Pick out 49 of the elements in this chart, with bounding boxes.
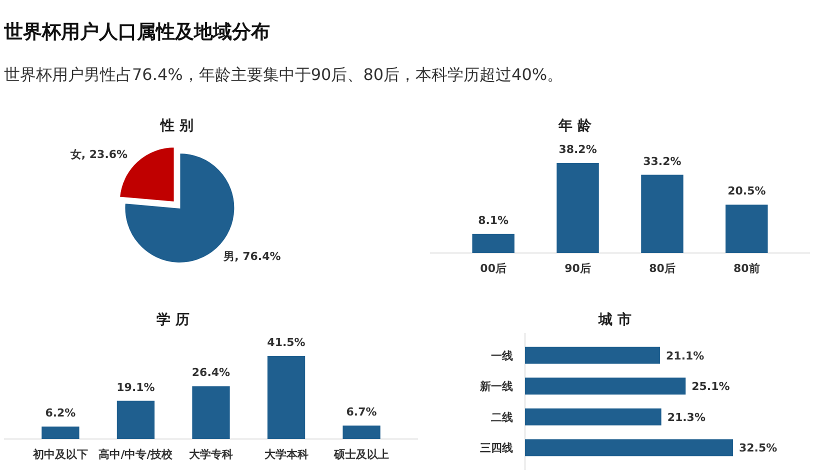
chart-title: 年 龄 [558,118,592,134]
x-tick-label: 00后 [480,262,506,275]
text: 世界杯用户男性占76.4%，年龄主要集中于90后、80后，本科学历超过40%。 [4,65,564,84]
data-label: 8.1% [478,214,509,227]
text: 世界杯用户人口属性及地域分布 [3,21,270,43]
x-tick-label: 大学本科 [264,448,308,461]
data-label: 21.3% [667,410,706,424]
chart-title: 性 别 [160,118,194,134]
chart-title: 学 历 [156,312,190,328]
data-label: 6.7% [346,406,377,419]
x-tick-label: 90后 [564,262,591,275]
bar [342,426,380,439]
bar [525,439,733,456]
bar [525,378,686,395]
slice-label: 男 [222,250,235,263]
x-tick-label: 80后 [649,262,676,275]
x-tick-label: 高中/中专/技校 [98,448,174,461]
y-tick-label: 二线 [491,410,513,424]
bar [525,408,662,426]
bar [192,386,230,439]
bar [42,426,80,439]
x-tick-label: 硕士及以上 [333,448,390,461]
bar [726,204,768,253]
y-tick-label: 三四线 [480,442,513,455]
data-label: 33.2% [643,154,682,168]
bar [116,400,155,439]
data-label: 19.1% [116,380,155,394]
data-label: , 23.6% [81,148,128,162]
data-label: , 76.4% [234,250,281,263]
bar [267,356,306,439]
data-label: 41.5% [267,336,306,349]
data-label: 25.1% [692,380,730,394]
chart-title: 城 市 [598,311,632,328]
data-label: 38.2% [558,143,597,156]
data-label: 21.1% [666,349,704,362]
slice-label: 女 [69,148,82,162]
bar [641,174,684,253]
x-tick-label: 80前 [734,262,760,275]
bar [525,346,660,364]
x-tick-label: 初中及以下 [32,448,88,461]
bar [472,234,514,253]
x-tick-label: 大学专科 [189,448,233,461]
bar [556,163,599,253]
data-label: 6.2% [45,406,76,420]
data-label: 20.5% [728,184,766,198]
y-tick-label: 一线 [491,349,513,362]
data-label: 32.5% [739,442,778,455]
data-label: 26.4% [192,366,230,380]
y-tick-label: 新一线 [479,380,513,394]
